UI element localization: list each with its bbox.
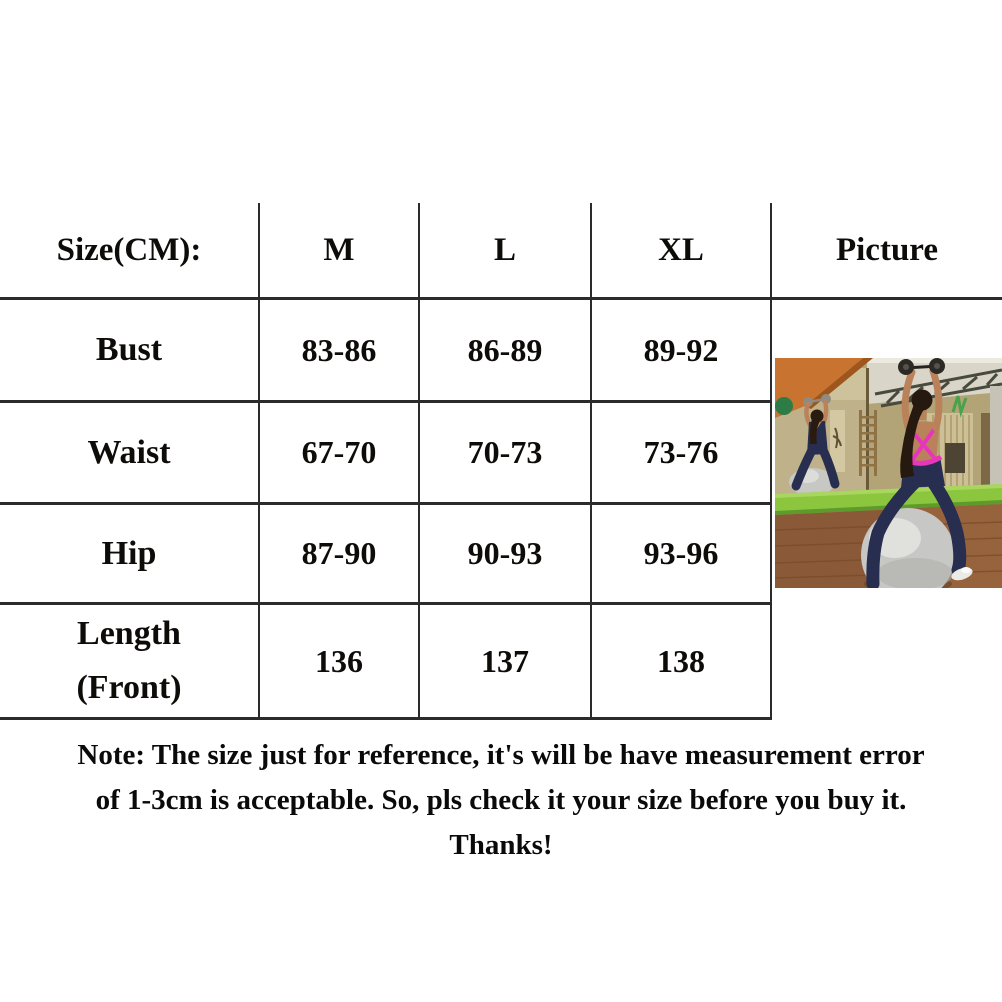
length-l: 137 bbox=[481, 642, 529, 679]
length-label-line2: (Front) bbox=[76, 669, 182, 706]
table-bottom-border bbox=[0, 717, 772, 720]
column-header-l: L bbox=[493, 231, 516, 268]
hip-m: 87-90 bbox=[301, 535, 377, 571]
hip-l: 90-93 bbox=[467, 535, 543, 571]
waist-l: 70-73 bbox=[467, 434, 543, 470]
column-border bbox=[418, 203, 420, 720]
row-label-waist: Waist bbox=[87, 433, 171, 471]
hip-xl: 93-96 bbox=[643, 535, 719, 571]
waist-xl: 73-76 bbox=[643, 434, 719, 470]
column-border bbox=[258, 203, 260, 720]
bust-m: 83-86 bbox=[301, 331, 377, 368]
length-label-line1: Length bbox=[77, 615, 181, 652]
row-border bbox=[0, 502, 772, 505]
reference-note: Note: The size just for reference, it's … bbox=[0, 733, 1002, 868]
size-header-cell: Size(CM): bbox=[56, 231, 202, 268]
picture-header-cell: Picture bbox=[835, 231, 938, 268]
waist-m: 67-70 bbox=[301, 434, 377, 470]
row-label-length-front: Length (Front) bbox=[0, 605, 258, 717]
column-header-m: M bbox=[323, 231, 355, 268]
reflection-figure bbox=[791, 394, 840, 491]
row-border bbox=[0, 400, 772, 403]
row-border bbox=[0, 602, 772, 605]
length-m: 136 bbox=[315, 642, 363, 679]
column-header-xl: XL bbox=[658, 231, 704, 268]
row-label-bust: Bust bbox=[95, 331, 163, 368]
bust-l: 86-89 bbox=[467, 331, 543, 368]
product-photo bbox=[775, 358, 1002, 588]
column-border bbox=[590, 203, 592, 720]
gym-scene-illustration bbox=[775, 358, 1002, 588]
main-figure bbox=[866, 358, 973, 588]
column-border bbox=[770, 203, 772, 720]
note-line-3: Thanks! bbox=[449, 829, 553, 861]
length-xl: 138 bbox=[657, 642, 705, 679]
header-bottom-border bbox=[0, 297, 1002, 300]
bust-xl: 89-92 bbox=[643, 331, 719, 368]
note-line-1: Note: The size just for reference, it's … bbox=[77, 739, 925, 771]
row-label-hip: Hip bbox=[101, 534, 157, 572]
note-line-2: of 1-3cm is acceptable. So, pls check it… bbox=[95, 784, 907, 816]
